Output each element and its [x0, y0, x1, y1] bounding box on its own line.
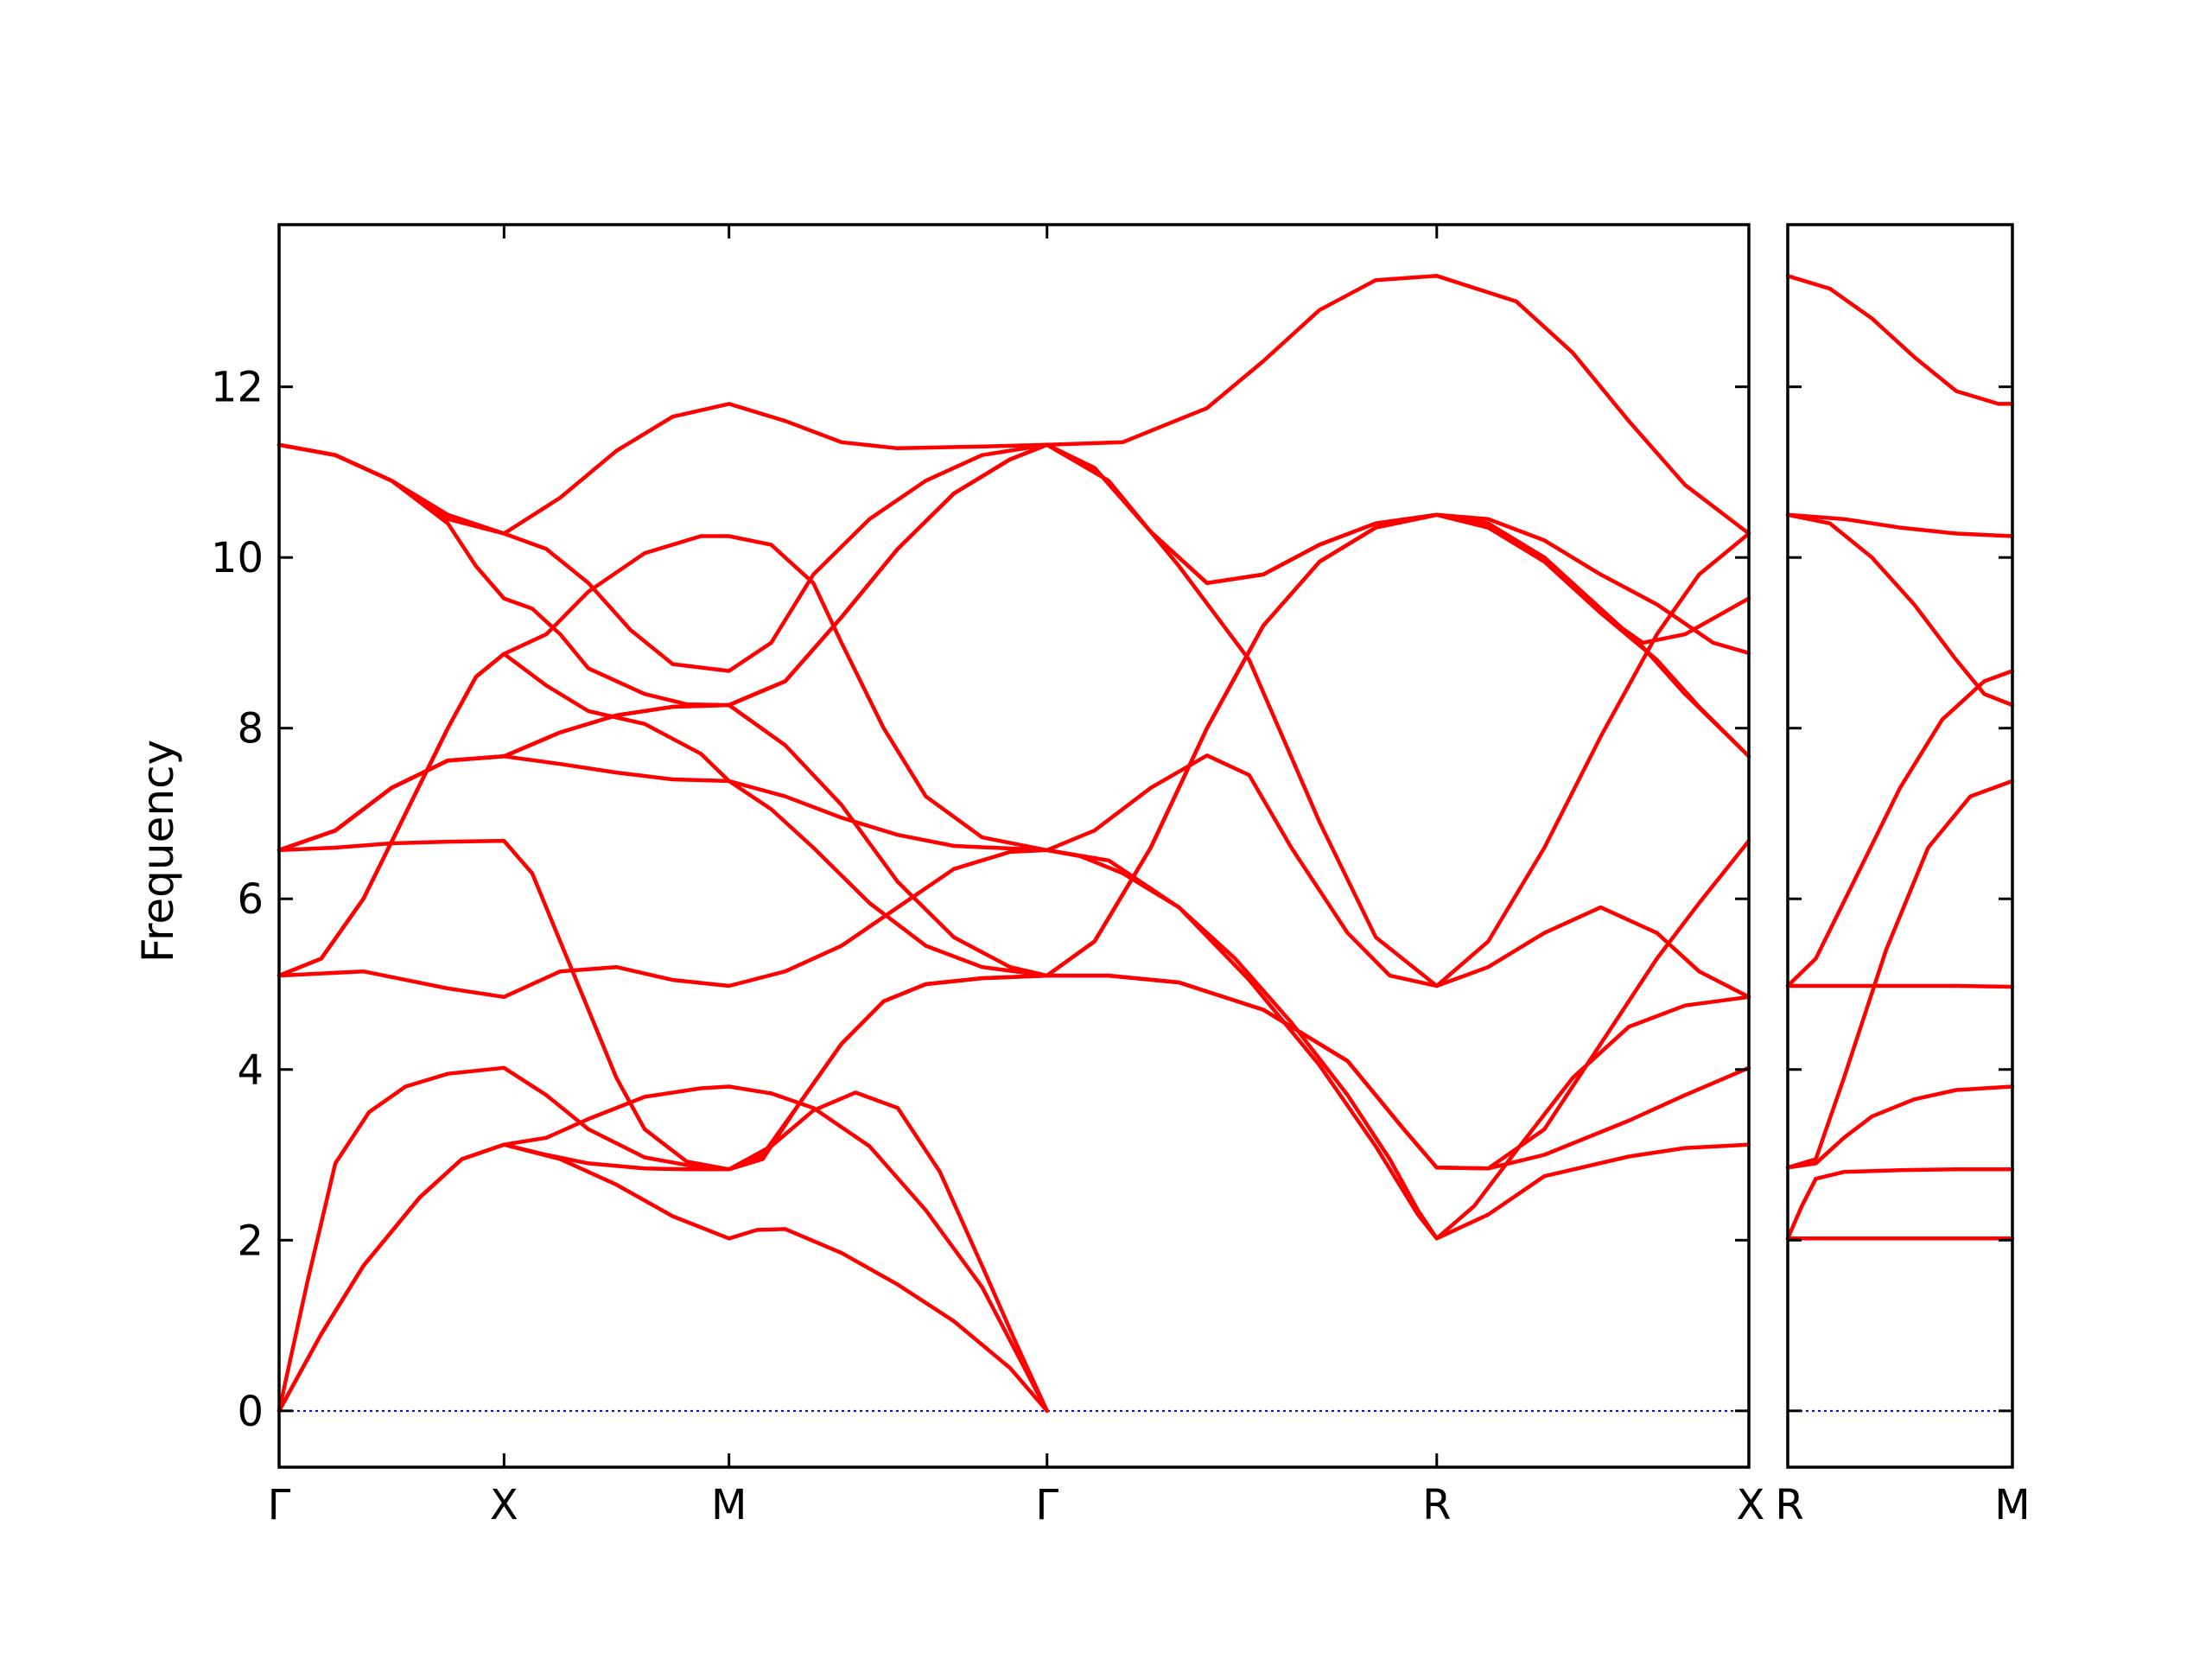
x-tick-label: M: [711, 1481, 747, 1529]
band-line-main-10: [276, 702, 1751, 1171]
band-line-main-6: [276, 534, 1751, 1000]
band-line-main-2: [276, 1142, 1049, 1414]
plot-frame: [1786, 223, 2014, 1469]
band-line-right-4: [1785, 779, 2015, 1170]
y-tick-label: 10: [211, 534, 264, 582]
band-line-right-6: [1785, 669, 2015, 988]
y-tick-label: 2: [237, 1217, 264, 1265]
y-tick-label: 0: [237, 1388, 264, 1436]
band-line-main-12: [276, 442, 1751, 673]
band-line-right-7: [1785, 512, 2015, 708]
band-line-right-8: [1785, 512, 2015, 538]
plot-frame: [277, 223, 1751, 1469]
band-line-main-4: [502, 973, 1751, 1172]
y-axis-label: Frequency: [133, 740, 183, 963]
y-tick-label: 4: [237, 1046, 264, 1095]
x-tick-label: Γ: [268, 1481, 291, 1529]
band-line-main-13: [276, 274, 1751, 536]
x-tick-label: R: [1422, 1481, 1451, 1529]
band-line-main-3: [276, 1084, 1049, 1414]
band-line-right-2: [1785, 1167, 2015, 1241]
band-line-right-9: [1785, 274, 2015, 406]
y-tick-label: 8: [237, 705, 264, 753]
y-tick-label: 6: [237, 875, 264, 924]
y-tick-label: 12: [211, 364, 264, 412]
x-tick-label: X: [490, 1481, 518, 1529]
band-line-main-9: [276, 754, 1751, 1241]
band-line-main-5: [276, 848, 1751, 1241]
x-tick-label: M: [1994, 1481, 2030, 1529]
x-tick-label: R: [1775, 1481, 1803, 1529]
band-line-main-7: [276, 512, 1751, 978]
band-line-main-11: [276, 442, 1751, 759]
x-tick-label: Γ: [1035, 1481, 1058, 1529]
x-tick-label: X: [1737, 1481, 1765, 1529]
band-line-right-3: [1785, 1084, 2015, 1170]
band-line-main-14: [276, 442, 1751, 988]
main-panel: 0 2 4 6 8 10 12 Γ X M Γ R X: [211, 223, 1765, 1529]
band-line-right-5: [1785, 983, 2015, 989]
band-line-main-1: [276, 1065, 1049, 1414]
